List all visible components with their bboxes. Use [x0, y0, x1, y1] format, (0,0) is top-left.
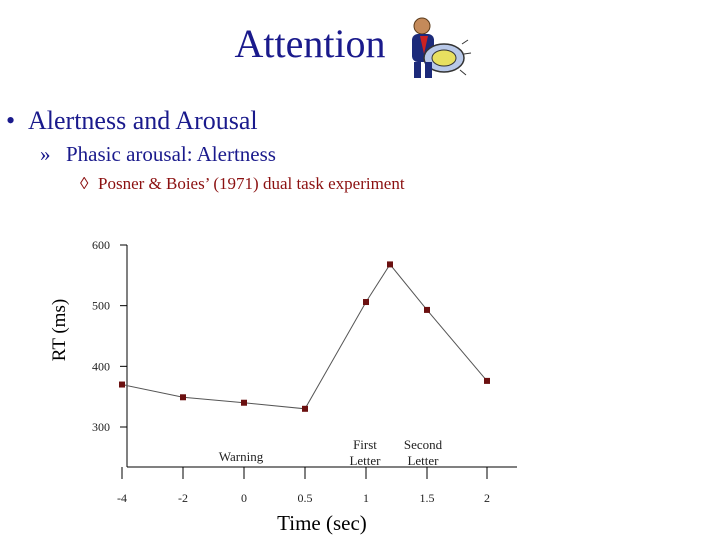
- bullet-marker: ◊: [80, 174, 89, 193]
- chart-labels: 300 400 500 600 -4 -2 0 0.5 1 1.5 2 Warning First Let…: [49, 238, 490, 535]
- x-axis-label: Time (sec): [277, 511, 367, 535]
- data-point: [180, 394, 186, 401]
- x-tick-label: 1.5: [420, 491, 435, 505]
- y-tick-label: 400: [92, 359, 110, 373]
- chart-axes: [120, 244, 517, 479]
- bullet-text: Phasic arousal: Alertness: [66, 142, 276, 166]
- data-point: [424, 306, 430, 313]
- x-tick-label: 1: [363, 491, 369, 505]
- y-tick-label: 500: [92, 299, 110, 313]
- data-point: [363, 299, 369, 306]
- data-point: [302, 405, 308, 412]
- y-tick-label: 300: [92, 420, 110, 434]
- chart-series: [119, 261, 490, 412]
- slide-title: Attention: [0, 20, 620, 67]
- series-line: [121, 263, 488, 410]
- x-tick-label: 0: [241, 491, 247, 505]
- data-point: [119, 381, 125, 388]
- x-tick-label: -2: [178, 491, 188, 505]
- bullet-marker: •: [6, 106, 16, 135]
- bullet-alertness-arousal: • Alertness and Arousal: [6, 106, 258, 136]
- data-point: [241, 399, 247, 406]
- event-annotation: Second Letter: [404, 437, 443, 468]
- data-point: [387, 261, 393, 268]
- event-annotation: First Letter: [349, 437, 381, 468]
- bullet-phasic-arousal: » Phasic arousal: Alertness: [40, 142, 276, 167]
- bullet-posner-boies: ◊ Posner & Boies’ (1971) dual task experi…: [80, 174, 405, 194]
- y-tick-label: 600: [92, 238, 110, 252]
- data-point: [484, 377, 490, 384]
- y-axis-label: RT (ms): [49, 299, 70, 361]
- businessman-clipart-icon: [412, 17, 472, 78]
- bullet-text: Posner & Boies’ (1971) dual task experim…: [98, 174, 405, 193]
- event-annotation: Warning: [219, 449, 264, 464]
- bullet-text: Alertness and Arousal: [28, 106, 258, 135]
- x-tick-label: 2: [484, 491, 490, 505]
- x-tick-label: 0.5: [298, 491, 313, 505]
- slide-title-text: Attention: [234, 21, 386, 66]
- bullet-marker: »: [40, 142, 51, 166]
- x-tick-label: -4: [117, 491, 127, 505]
